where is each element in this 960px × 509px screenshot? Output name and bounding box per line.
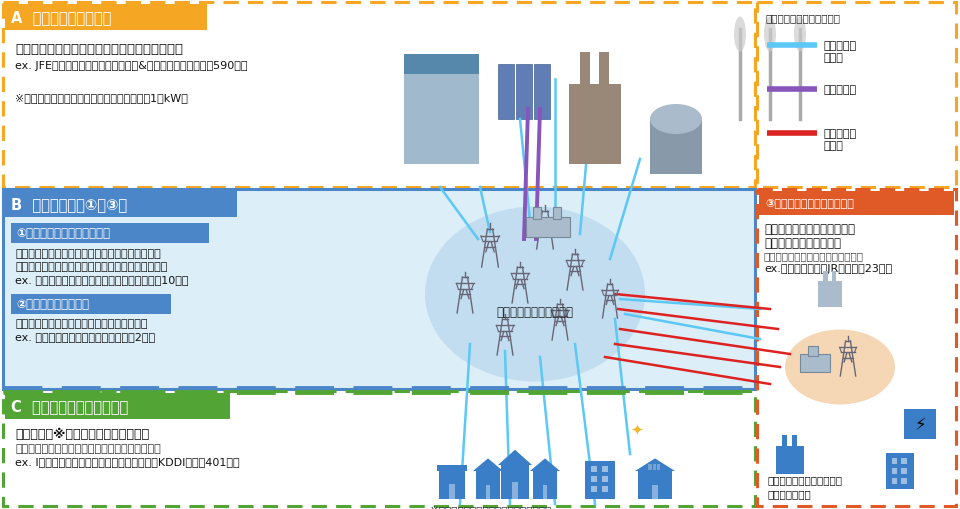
Ellipse shape bbox=[425, 207, 645, 382]
Text: 一般送配電事業者に電気の振替供給を行う者: 一般送配電事業者に電気の振替供給を行う者 bbox=[15, 318, 148, 328]
Bar bbox=[650, 120, 702, 175]
Text: 特定の供給地点: 特定の供給地点 bbox=[767, 488, 811, 498]
Bar bbox=[591, 466, 597, 472]
Bar bbox=[591, 486, 597, 492]
Ellipse shape bbox=[734, 17, 746, 52]
Text: 一般の需要※に応じ電気を小売する者: 一般の需要※に応じ電気を小売する者 bbox=[15, 427, 149, 440]
Text: 送配電設備の維持・運用者: 送配電設備の維持・運用者 bbox=[765, 13, 840, 23]
Text: ex. Iネット、東京電力エナジーパートナー、KDDI　等（401者）: ex. Iネット、東京電力エナジーパートナー、KDDI 等（401者） bbox=[15, 456, 240, 466]
Bar bbox=[901, 468, 907, 474]
Bar bbox=[824, 271, 828, 282]
Text: ②送電事業【許可制】: ②送電事業【許可制】 bbox=[16, 298, 89, 311]
Bar bbox=[652, 485, 659, 499]
Text: A  発電事業【届出制】: A 発電事業【届出制】 bbox=[11, 11, 111, 25]
Bar bbox=[638, 471, 672, 499]
Bar bbox=[553, 208, 561, 219]
Polygon shape bbox=[473, 459, 503, 471]
Bar bbox=[404, 55, 479, 165]
Bar bbox=[404, 55, 479, 75]
Bar bbox=[575, 90, 585, 150]
Bar bbox=[5, 5, 207, 31]
Text: （小売供給のためには登録が必要）: （小売供給のためには登録が必要） bbox=[764, 250, 864, 261]
Text: ✦: ✦ bbox=[631, 421, 643, 437]
Text: ex. 電源開発、北海道北部送電　　（2者）: ex. 電源開発、北海道北部送電 （2者） bbox=[15, 331, 156, 342]
Bar bbox=[818, 281, 842, 307]
Text: ex. JFEスチール、東京電力フュエル&パワー、自治体　等（590者）: ex. JFEスチール、東京電力フュエル&パワー、自治体 等（590者） bbox=[15, 61, 248, 71]
Text: （需要家への説明義務や供給力確保義務を負う）: （需要家への説明義務や供給力確保義務を負う） bbox=[15, 443, 160, 453]
Bar bbox=[476, 471, 500, 499]
Bar bbox=[526, 217, 570, 238]
Bar bbox=[439, 471, 465, 499]
Ellipse shape bbox=[764, 17, 776, 52]
Bar bbox=[11, 223, 209, 243]
Bar bbox=[5, 393, 230, 419]
Bar bbox=[792, 435, 797, 447]
Bar bbox=[437, 466, 467, 471]
Text: ※一般の需要（一般家庭、企業、商店等）: ※一般の需要（一般家庭、企業、商店等） bbox=[430, 504, 551, 509]
Bar bbox=[892, 458, 898, 464]
Bar bbox=[886, 453, 914, 489]
Bar bbox=[533, 471, 557, 499]
Bar bbox=[892, 478, 898, 484]
Bar bbox=[516, 65, 532, 120]
Polygon shape bbox=[530, 459, 560, 471]
Bar bbox=[11, 294, 171, 315]
Bar bbox=[782, 435, 787, 447]
Bar bbox=[486, 485, 491, 499]
Bar bbox=[581, 53, 589, 87]
Polygon shape bbox=[635, 459, 675, 471]
Bar bbox=[800, 354, 830, 372]
Bar bbox=[498, 65, 514, 120]
Text: 特定の供給地点における需要: 特定の供給地点における需要 bbox=[764, 222, 855, 236]
Text: 供給する者（離島供給や最終保障供給義務を負う）: 供給する者（離島供給や最終保障供給義務を負う） bbox=[15, 262, 167, 271]
Bar bbox=[585, 461, 615, 499]
Bar bbox=[513, 482, 517, 499]
Bar bbox=[501, 465, 529, 499]
Bar bbox=[602, 476, 608, 482]
Bar bbox=[542, 485, 547, 499]
Bar bbox=[904, 409, 936, 439]
Bar bbox=[592, 95, 602, 150]
Ellipse shape bbox=[794, 17, 806, 52]
Text: B  送配電事業（①〜③）: B 送配電事業（①〜③） bbox=[11, 197, 127, 212]
Bar bbox=[648, 464, 652, 470]
Text: ex.住友共同電力、JR東　等（23者）: ex.住友共同電力、JR東 等（23者） bbox=[764, 264, 892, 273]
Bar bbox=[591, 476, 597, 482]
Text: 一般送配電事業者の系統: 一般送配電事業者の系統 bbox=[496, 306, 573, 319]
Text: 発電した電気を小売電気事業者等に供給する者: 発電した電気を小売電気事業者等に供給する者 bbox=[15, 43, 183, 56]
Text: ①一般送配電事業【許可制】: ①一般送配電事業【許可制】 bbox=[16, 227, 110, 240]
Text: に応じ電気を供給する者: に応じ電気を供給する者 bbox=[764, 237, 841, 249]
Text: 一般の需要とは区別された: 一般の需要とは区別された bbox=[767, 474, 842, 484]
Bar bbox=[901, 478, 907, 484]
Bar bbox=[602, 466, 608, 472]
Ellipse shape bbox=[650, 105, 702, 135]
Bar bbox=[533, 208, 541, 219]
Ellipse shape bbox=[785, 330, 895, 405]
FancyBboxPatch shape bbox=[3, 190, 755, 389]
Text: ⚡: ⚡ bbox=[914, 415, 925, 433]
Bar bbox=[776, 446, 804, 474]
Bar bbox=[808, 346, 818, 356]
Bar bbox=[602, 486, 608, 492]
Bar bbox=[449, 484, 455, 499]
Bar bbox=[892, 468, 898, 474]
Text: 発電事業者から受けた電気を小売電気事業者等に: 発電事業者から受けた電気を小売電気事業者等に bbox=[15, 248, 160, 259]
Bar bbox=[759, 191, 954, 216]
Bar bbox=[657, 464, 660, 470]
Bar bbox=[653, 464, 656, 470]
Bar bbox=[569, 85, 621, 165]
Text: 送電事業者: 送電事業者 bbox=[824, 85, 857, 95]
Bar bbox=[534, 65, 550, 120]
Text: C  小売電気事業【登録制】: C 小売電気事業【登録制】 bbox=[11, 399, 129, 414]
Text: 一般送配電
事業者: 一般送配電 事業者 bbox=[824, 41, 857, 63]
Text: ③特定送配電事業【届出制】: ③特定送配電事業【届出制】 bbox=[765, 199, 853, 209]
Text: 特定送配電
事業者: 特定送配電 事業者 bbox=[824, 129, 857, 150]
Bar bbox=[832, 271, 836, 282]
Polygon shape bbox=[498, 450, 532, 465]
Text: ex. 東京電力パワーグリッド、関西電力　等（10者）: ex. 東京電力パワーグリッド、関西電力 等（10者） bbox=[15, 274, 188, 285]
Bar bbox=[901, 458, 907, 464]
Bar bbox=[5, 191, 237, 217]
Bar bbox=[599, 53, 609, 87]
Text: ※小売電気事業等の用に供する電力の合計が1万kW超: ※小売電気事業等の用に供する電力の合計が1万kW超 bbox=[15, 93, 188, 103]
